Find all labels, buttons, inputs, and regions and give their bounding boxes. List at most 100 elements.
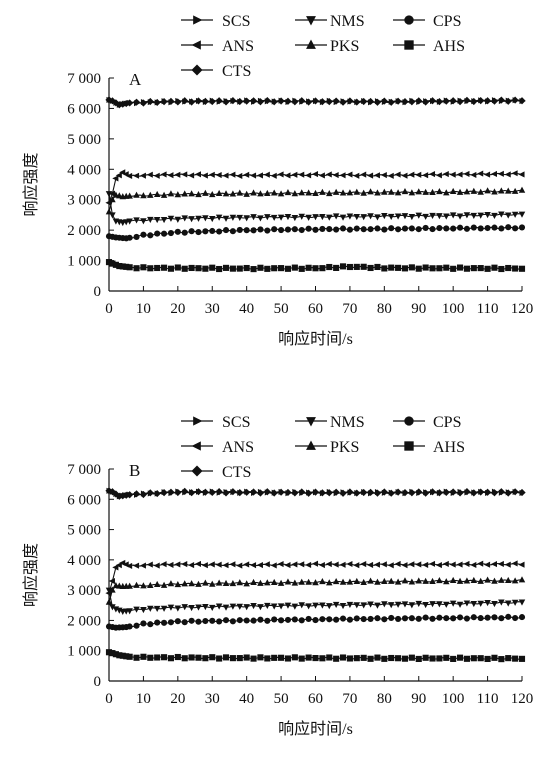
data-point — [395, 615, 402, 623]
series-pks — [105, 576, 526, 605]
data-point — [394, 601, 402, 608]
data-point — [339, 172, 346, 179]
data-point — [325, 489, 333, 497]
data-point — [202, 265, 209, 272]
data-point — [401, 601, 409, 608]
data-point — [518, 599, 526, 606]
data-point — [222, 264, 230, 271]
y-tick-label: 3 000 — [67, 583, 101, 599]
data-point — [504, 576, 512, 584]
data-point — [318, 561, 325, 569]
data-point — [209, 654, 216, 661]
data-point — [422, 264, 429, 271]
data-point — [202, 604, 209, 611]
data-point — [504, 212, 512, 219]
data-point — [243, 227, 250, 234]
x-tick-label: 90 — [411, 301, 426, 317]
data-point — [112, 261, 119, 268]
legend-label: PKS — [330, 439, 359, 456]
data-point — [512, 655, 519, 662]
data-point — [291, 264, 298, 271]
data-point — [374, 654, 381, 661]
x-tick-label: 10 — [136, 301, 151, 317]
data-point — [181, 619, 188, 626]
x-tick-label: 70 — [342, 691, 357, 707]
data-point — [215, 561, 222, 568]
data-point — [195, 580, 202, 587]
legend-marker-triangle-left — [191, 40, 201, 50]
data-point — [449, 488, 457, 496]
data-point — [436, 213, 443, 220]
x-tick-label: 40 — [239, 301, 254, 317]
data-point — [497, 560, 504, 568]
data-point — [256, 98, 265, 106]
x-tick-label: 70 — [342, 301, 357, 317]
data-point — [491, 188, 498, 195]
data-point — [511, 96, 519, 104]
legend-label: SCS — [222, 414, 250, 431]
data-point — [401, 489, 409, 497]
data-point — [109, 586, 116, 593]
legend-entry-ahs: AHS — [393, 439, 465, 456]
data-point — [512, 614, 519, 622]
data-point — [470, 212, 478, 219]
data-point — [243, 215, 250, 222]
legend-entry-ahs: AHS — [393, 38, 465, 55]
data-point — [450, 225, 457, 232]
data-point — [470, 614, 477, 621]
legend-entry-pks: PKS — [295, 38, 359, 55]
data-point — [332, 577, 340, 585]
data-point — [422, 172, 429, 179]
data-point — [215, 579, 223, 586]
data-point — [367, 226, 374, 233]
data-point — [436, 655, 443, 662]
data-point — [311, 97, 320, 105]
data-point — [146, 97, 154, 106]
data-point — [229, 580, 237, 587]
data-point — [154, 619, 161, 626]
data-point — [470, 171, 477, 178]
data-point — [388, 614, 395, 621]
data-point — [497, 170, 504, 177]
legend-label: AHS — [433, 439, 465, 456]
data-point — [147, 621, 154, 628]
data-point — [346, 578, 354, 585]
data-point — [422, 654, 429, 661]
data-point — [360, 560, 367, 568]
data-point — [326, 189, 333, 197]
data-point — [332, 601, 340, 608]
data-point — [222, 215, 230, 222]
data-point — [518, 576, 526, 583]
data-point — [160, 489, 168, 497]
data-point — [270, 562, 277, 569]
data-point — [270, 172, 277, 179]
data-point — [174, 264, 181, 271]
data-point — [140, 264, 147, 271]
data-point — [215, 488, 223, 496]
x-tick-label: 120 — [511, 301, 534, 317]
data-point — [271, 654, 278, 661]
data-point — [484, 187, 491, 194]
series-nms — [105, 587, 526, 615]
data-point — [463, 600, 471, 607]
data-point — [181, 655, 188, 662]
data-point — [381, 655, 388, 662]
series-ans — [105, 559, 525, 597]
data-point — [511, 187, 519, 194]
data-point — [139, 172, 146, 179]
data-point — [388, 264, 395, 271]
data-point — [326, 616, 333, 623]
data-point — [518, 224, 526, 231]
y-tick-label: 4 000 — [67, 162, 101, 178]
data-point — [160, 98, 168, 106]
data-point — [167, 580, 175, 587]
data-point — [174, 191, 182, 198]
data-point — [195, 215, 202, 222]
data-point — [126, 218, 133, 225]
data-point — [326, 263, 333, 271]
data-point — [443, 601, 450, 608]
x-tick-label: 50 — [274, 691, 289, 707]
data-point — [132, 562, 140, 569]
data-point — [477, 96, 485, 105]
data-point — [360, 488, 368, 497]
